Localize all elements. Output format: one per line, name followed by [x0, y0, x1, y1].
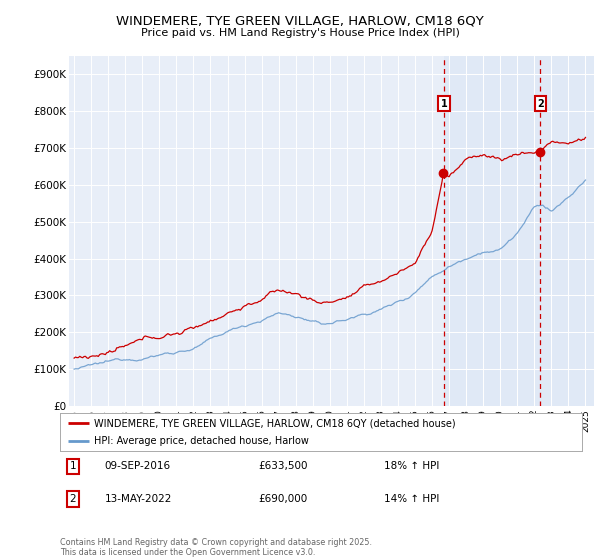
Text: 18% ↑ HPI: 18% ↑ HPI	[383, 461, 439, 472]
Text: £690,000: £690,000	[259, 494, 308, 503]
Text: 2: 2	[537, 99, 544, 109]
Text: 13-MAY-2022: 13-MAY-2022	[104, 494, 172, 503]
Text: 09-SEP-2016: 09-SEP-2016	[104, 461, 170, 472]
Text: Contains HM Land Registry data © Crown copyright and database right 2025.
This d: Contains HM Land Registry data © Crown c…	[60, 538, 372, 557]
Text: 14% ↑ HPI: 14% ↑ HPI	[383, 494, 439, 503]
Text: Price paid vs. HM Land Registry's House Price Index (HPI): Price paid vs. HM Land Registry's House …	[140, 28, 460, 38]
Text: 1: 1	[70, 461, 76, 472]
Text: WINDEMERE, TYE GREEN VILLAGE, HARLOW, CM18 6QY: WINDEMERE, TYE GREEN VILLAGE, HARLOW, CM…	[116, 14, 484, 27]
Text: £633,500: £633,500	[259, 461, 308, 472]
Bar	[444, 56, 594, 406]
Text: 1: 1	[440, 99, 447, 109]
Text: HPI: Average price, detached house, Harlow: HPI: Average price, detached house, Harl…	[94, 436, 309, 446]
Text: 2: 2	[70, 494, 76, 503]
Text: WINDEMERE, TYE GREEN VILLAGE, HARLOW, CM18 6QY (detached house): WINDEMERE, TYE GREEN VILLAGE, HARLOW, CM…	[94, 418, 455, 428]
